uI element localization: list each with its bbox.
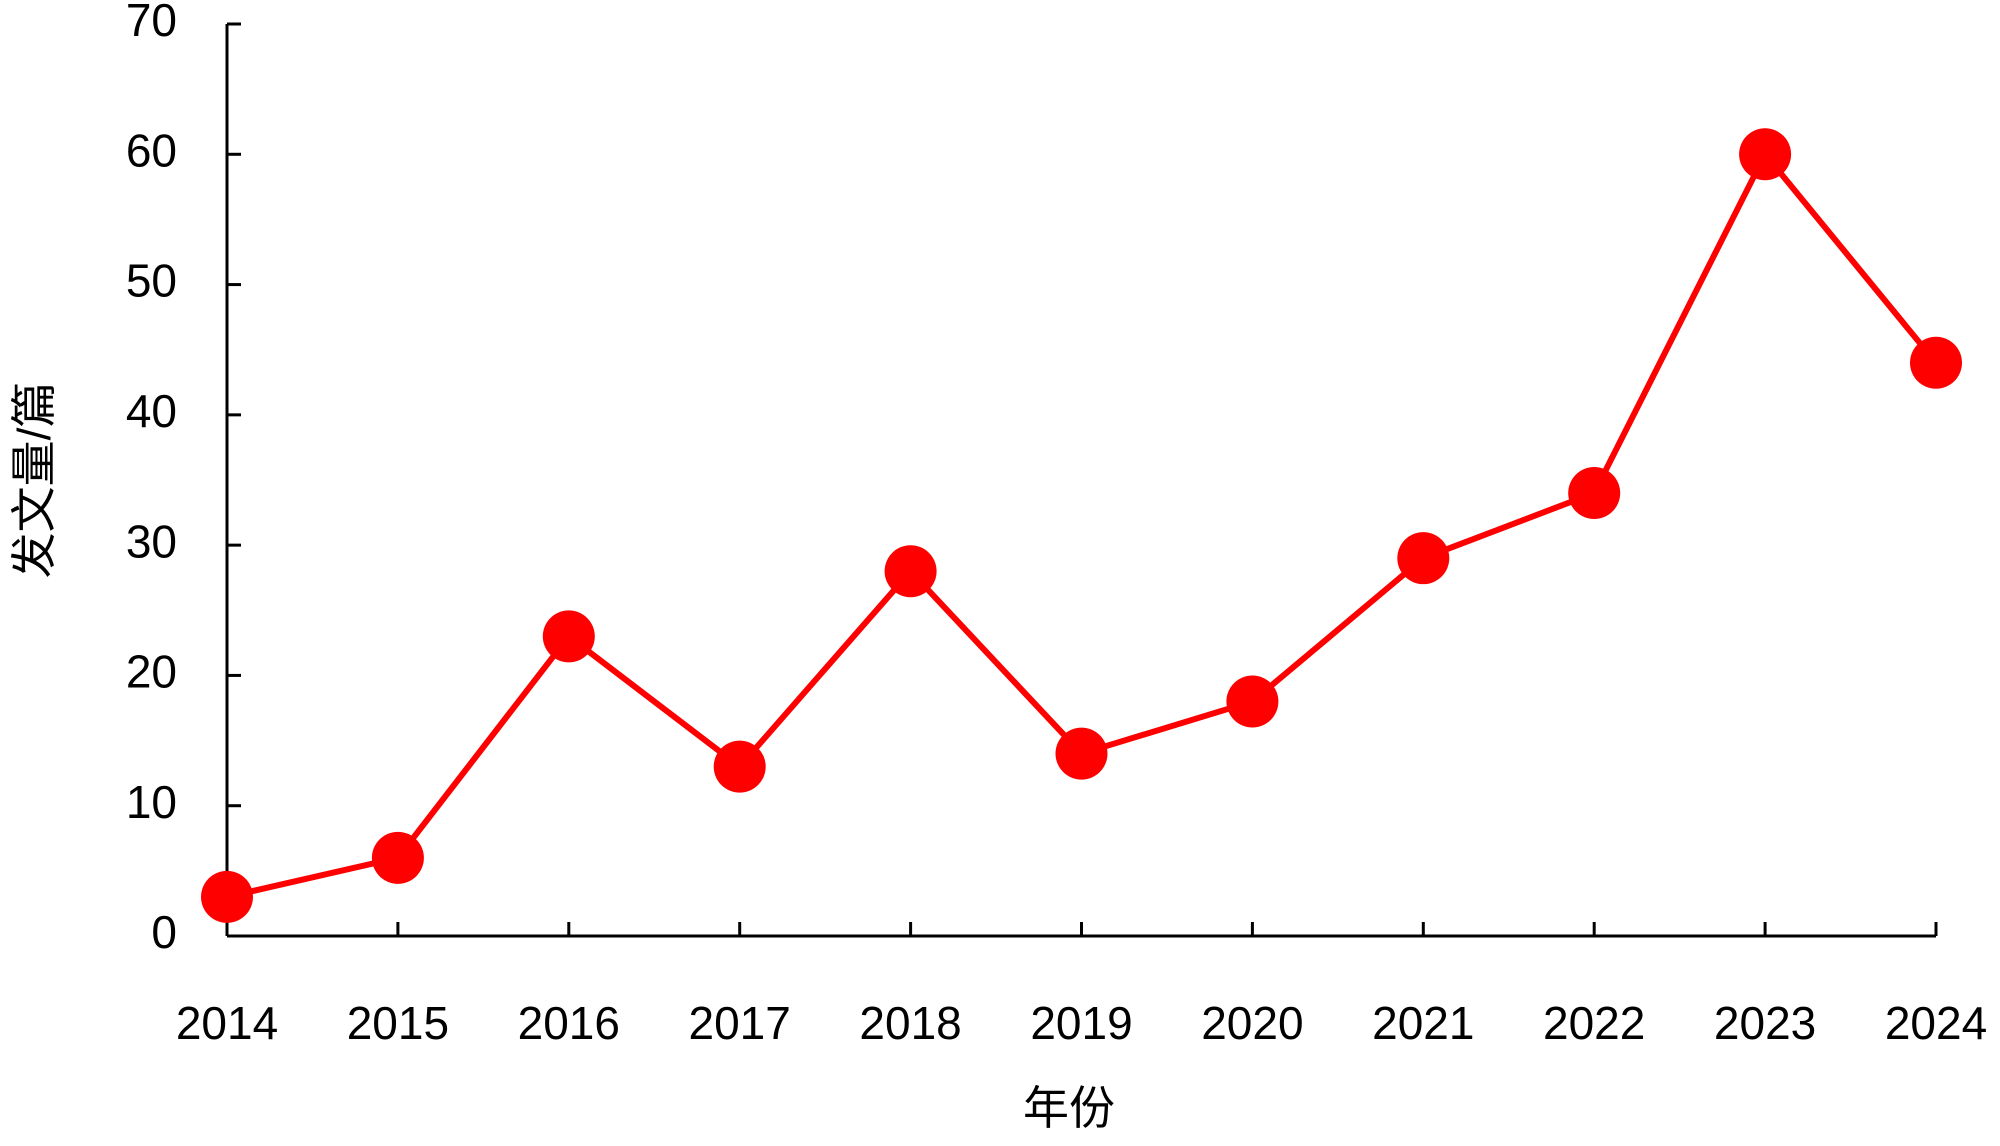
x-tick-label: 2016 <box>518 997 620 1049</box>
data-point <box>1397 532 1450 585</box>
x-tick-label: 2017 <box>689 997 791 1049</box>
y-tick-label: 10 <box>126 776 177 828</box>
x-axis-title: 年份 <box>1023 1082 1115 1134</box>
x-tick-label: 2024 <box>1885 997 1987 1049</box>
y-tick-label: 20 <box>126 646 177 698</box>
y-tick-label: 0 <box>151 906 177 958</box>
data-point <box>1226 675 1279 728</box>
data-point <box>1739 128 1792 181</box>
data-point <box>884 545 937 598</box>
data-point <box>371 831 424 884</box>
y-tick-label: 30 <box>126 515 177 567</box>
y-tick-label: 40 <box>126 385 177 437</box>
data-point <box>1910 336 1962 389</box>
series-line <box>226 148 1939 900</box>
y-axis-title: 发文量/篇 <box>8 382 60 579</box>
x-tick-label: 2015 <box>347 997 449 1049</box>
x-tick-label: 2014 <box>176 997 278 1049</box>
data-point <box>542 610 595 663</box>
data-point <box>713 740 766 793</box>
data-point <box>1055 727 1108 780</box>
data-point <box>201 870 253 923</box>
x-tick-label: 2020 <box>1201 997 1303 1049</box>
x-tick-label: 2019 <box>1030 997 1132 1049</box>
x-tick-label: 2018 <box>859 997 961 1049</box>
y-tick-label: 60 <box>126 124 177 176</box>
data-point <box>1568 467 1621 520</box>
x-tick-label: 2022 <box>1543 997 1645 1049</box>
y-tick-label: 70 <box>126 0 177 46</box>
y-tick-label: 50 <box>126 255 177 307</box>
x-tick-label: 2021 <box>1372 997 1474 1049</box>
x-tick-label: 2023 <box>1714 997 1816 1049</box>
